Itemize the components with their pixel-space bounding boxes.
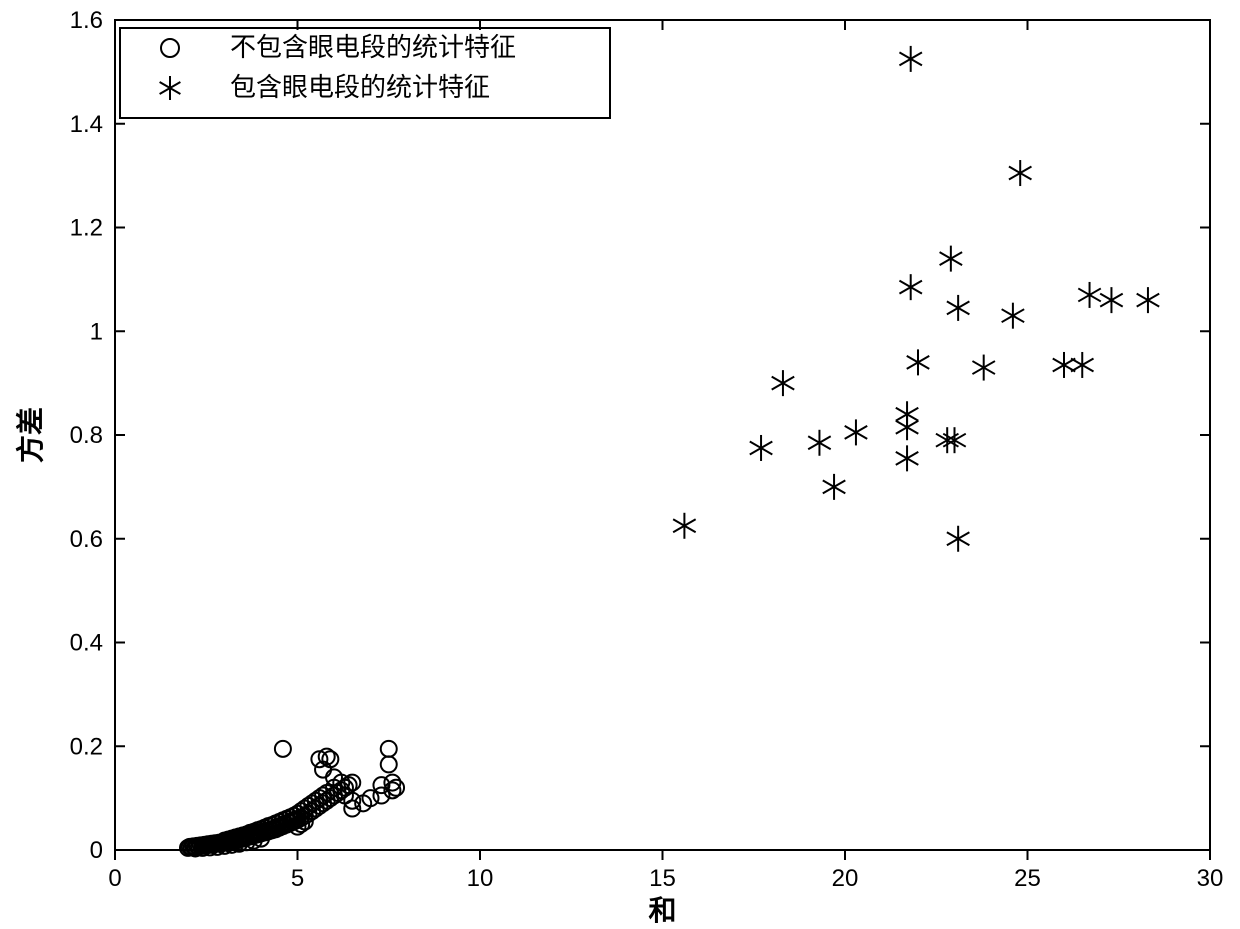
data-point-star <box>673 513 696 539</box>
data-point-star <box>823 474 846 500</box>
y-tick-label: 0.2 <box>70 733 103 760</box>
data-point-circle <box>275 741 291 757</box>
y-axis-label: 方差 <box>14 407 46 463</box>
y-tick-label: 0.8 <box>70 422 103 449</box>
data-point-star <box>899 274 922 300</box>
y-tick-label: 1.4 <box>70 111 103 138</box>
data-point-star <box>899 46 922 72</box>
plot-box <box>115 20 1210 850</box>
data-point-star <box>808 430 831 456</box>
data-point-star <box>896 445 919 471</box>
data-point-star <box>1002 303 1025 329</box>
data-point-circle <box>381 756 397 772</box>
data-point-star <box>160 76 181 100</box>
data-point-star <box>972 355 995 381</box>
x-tick-label: 10 <box>467 865 494 892</box>
data-point-star <box>947 295 970 321</box>
data-point-star <box>947 526 970 552</box>
data-point-star <box>940 246 963 272</box>
data-point-star <box>750 435 773 461</box>
data-point-star <box>1100 287 1123 313</box>
legend-label: 不包含眼电段的统计特征 <box>230 32 516 62</box>
y-tick-label: 1.2 <box>70 215 103 242</box>
data-point-star <box>845 419 868 445</box>
x-tick-label: 25 <box>1014 865 1041 892</box>
data-point-circle <box>381 741 397 757</box>
data-point-star <box>1078 282 1101 308</box>
x-tick-label: 5 <box>291 865 304 892</box>
data-point-circle <box>161 39 179 57</box>
data-point-star <box>1071 352 1094 378</box>
y-tick-label: 1.6 <box>70 7 103 34</box>
x-tick-label: 30 <box>1197 865 1224 892</box>
legend-label: 包含眼电段的统计特征 <box>230 72 490 102</box>
data-point-star <box>1009 160 1032 186</box>
x-tick-label: 0 <box>108 865 121 892</box>
data-point-star <box>907 349 930 375</box>
y-tick-label: 0 <box>90 837 103 864</box>
chart-svg: 0 5 10 15 20 25 30 0 0.2 0.4 0.6 0.8 1 1.2 1.4 1.6 和 方差 不包… <box>0 0 1240 929</box>
scatter-chart: 0 5 10 15 20 25 30 0 0.2 0.4 0.6 0.8 1 1.2 1.4 1.6 和 方差 不包… <box>0 0 1240 929</box>
x-tick-label: 20 <box>832 865 859 892</box>
data-point-star <box>772 370 795 396</box>
x-tick-label: 15 <box>649 865 676 892</box>
y-tick-label: 0.6 <box>70 526 103 553</box>
y-tick-label: 1 <box>90 318 103 345</box>
x-axis-label: 和 <box>648 895 676 926</box>
data-point-star <box>1053 352 1076 378</box>
data-point-star <box>1137 287 1160 313</box>
y-tick-label: 0.4 <box>70 630 103 657</box>
